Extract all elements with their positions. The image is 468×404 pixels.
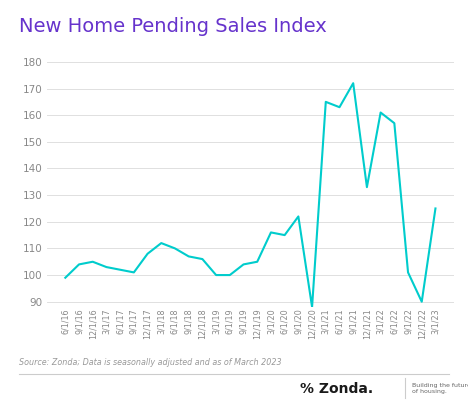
Text: New Home Pending Sales Index: New Home Pending Sales Index (19, 17, 327, 36)
Text: Source: Zonda; Data is seasonally adjusted and as of March 2023: Source: Zonda; Data is seasonally adjust… (19, 358, 281, 366)
Text: % Zonda.: % Zonda. (300, 382, 373, 396)
Text: Building the future
of housing.: Building the future of housing. (412, 383, 468, 394)
